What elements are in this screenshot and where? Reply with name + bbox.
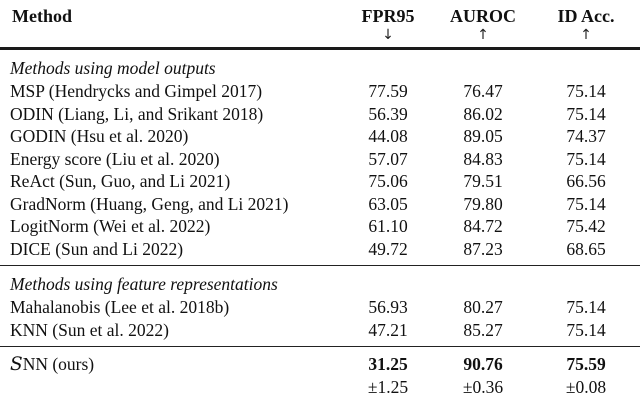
id-acc-cell: 75.14: [566, 297, 606, 317]
fpr95-cell: 49.72: [342, 237, 434, 266]
table-row-dice: DICE (Sun and Li 2022) 49.72 87.23 68.65: [0, 237, 640, 266]
auroc-cell: 76.47: [463, 81, 503, 101]
table-row-mahalanobis: Mahalanobis (Lee et al. 2018b) 56.93 80.…: [0, 296, 640, 319]
auroc-cell: 80.27: [463, 297, 503, 317]
section-header-label: Methods using feature representations: [10, 274, 278, 294]
fpr95-cell: 75.06: [368, 171, 408, 191]
auroc-cell: 85.27: [434, 318, 532, 347]
id-acc-cell: 75.14: [532, 318, 640, 347]
table-row-energy: Energy score (Liu et al. 2020) 57.07 84.…: [0, 148, 640, 171]
fpr95-std-cell: ±1.25: [342, 376, 434, 404]
fpr95-cell: 56.93: [368, 297, 408, 317]
method-cell: MSP (Hendrycks and Gimpel 2017): [10, 81, 263, 101]
fpr95-cell: 44.08: [368, 126, 408, 146]
method-cell: Energy score (Liu et al. 2020): [10, 148, 220, 169]
method-cell: GODIN (Hsu et al. 2020): [10, 126, 189, 146]
auroc-cell-best: 90.76: [463, 354, 503, 374]
method-cell: KNN (Sun et al. 2022): [0, 318, 342, 347]
table-row-snn-ours: SNN (ours) 31.25 90.76 75.59: [0, 347, 640, 377]
down-arrow-icon: ↓: [342, 27, 434, 50]
auroc-cell: 79.51: [463, 171, 503, 191]
auroc-cell: 84.72: [463, 216, 503, 236]
fpr95-cell: 57.07: [368, 148, 408, 169]
id-acc-cell: 74.37: [566, 126, 606, 146]
auroc-cell: 89.05: [463, 126, 503, 146]
col-header-method: Method: [12, 6, 72, 26]
up-arrow-icon: ↑: [532, 27, 640, 50]
fpr95-cell: 63.05: [368, 193, 408, 214]
auroc-cell: 87.23: [434, 237, 532, 266]
id-acc-cell-best: 75.59: [566, 354, 606, 374]
fpr95-cell: 61.10: [368, 216, 408, 236]
fpr95-cell: 47.21: [342, 318, 434, 347]
method-cell-snn: SNN (ours): [0, 347, 342, 377]
table-row-msp: MSP (Hendrycks and Gimpel 2017) 77.59 76…: [0, 80, 640, 103]
id-acc-cell: 75.14: [566, 81, 606, 101]
table-row-godin: GODIN (Hsu et al. 2020) 44.08 89.05 74.3…: [0, 125, 640, 148]
auroc-cell: 86.02: [463, 103, 503, 124]
section-header-label: Methods using model outputs: [10, 58, 216, 78]
method-cell: Mahalanobis (Lee et al. 2018b): [10, 297, 230, 317]
auroc-cell: 79.80: [463, 193, 503, 214]
method-cell: LogitNorm (Wei et al. 2022): [10, 216, 211, 236]
calligraphic-s: S: [10, 354, 23, 375]
id-acc-cell: 75.14: [566, 103, 606, 124]
table-row-knn: KNN (Sun et al. 2022) 47.21 85.27 75.14: [0, 318, 640, 347]
method-cell: ReAct (Sun, Guo, and Li 2021): [10, 171, 231, 191]
id-acc-cell: 75.14: [566, 148, 606, 169]
auroc-cell: 84.83: [463, 148, 503, 169]
method-cell: ODIN (Liang, Li, and Srikant 2018): [10, 103, 264, 124]
table-row-snn-std: ±1.25 ±0.36 ±0.08: [0, 376, 640, 404]
method-cell: GradNorm (Huang, Geng, and Li 2021): [10, 193, 289, 214]
table-row-react: ReAct (Sun, Guo, and Li 2021) 75.06 79.5…: [0, 170, 640, 193]
col-header-auroc: AUROC: [450, 6, 516, 26]
snn-label-rest: NN (ours): [22, 354, 95, 374]
table-row-odin: ODIN (Liang, Li, and Srikant 2018) 56.39…: [0, 103, 640, 126]
table-row-gradnorm: GradNorm (Huang, Geng, and Li 2021) 63.0…: [0, 193, 640, 216]
section-header-feature-representations: Methods using feature representations: [0, 266, 640, 297]
section-header-model-outputs: Methods using model outputs: [0, 49, 640, 81]
table-row-logitnorm: LogitNorm (Wei et al. 2022) 61.10 84.72 …: [0, 215, 640, 238]
id-acc-cell: 66.56: [566, 171, 606, 191]
fpr95-cell: 77.59: [368, 81, 408, 101]
col-header-id-acc: ID Acc.: [557, 6, 615, 26]
fpr95-cell: 56.39: [368, 103, 408, 124]
metric-direction-row: ↓ ↑ ↑: [0, 27, 640, 50]
id-acc-std-cell: ±0.08: [532, 376, 640, 404]
id-acc-cell: 75.14: [566, 193, 606, 214]
method-cell: DICE (Sun and Li 2022): [0, 237, 342, 266]
auroc-std-cell: ±0.36: [434, 376, 532, 404]
table-header-row: Method FPR95 AUROC ID Acc.: [0, 0, 640, 27]
id-acc-cell: 68.65: [532, 237, 640, 266]
fpr95-cell-best: 31.25: [368, 354, 408, 374]
col-header-fpr95: FPR95: [361, 6, 415, 26]
id-acc-cell: 75.42: [566, 216, 606, 236]
up-arrow-icon: ↑: [434, 27, 532, 50]
